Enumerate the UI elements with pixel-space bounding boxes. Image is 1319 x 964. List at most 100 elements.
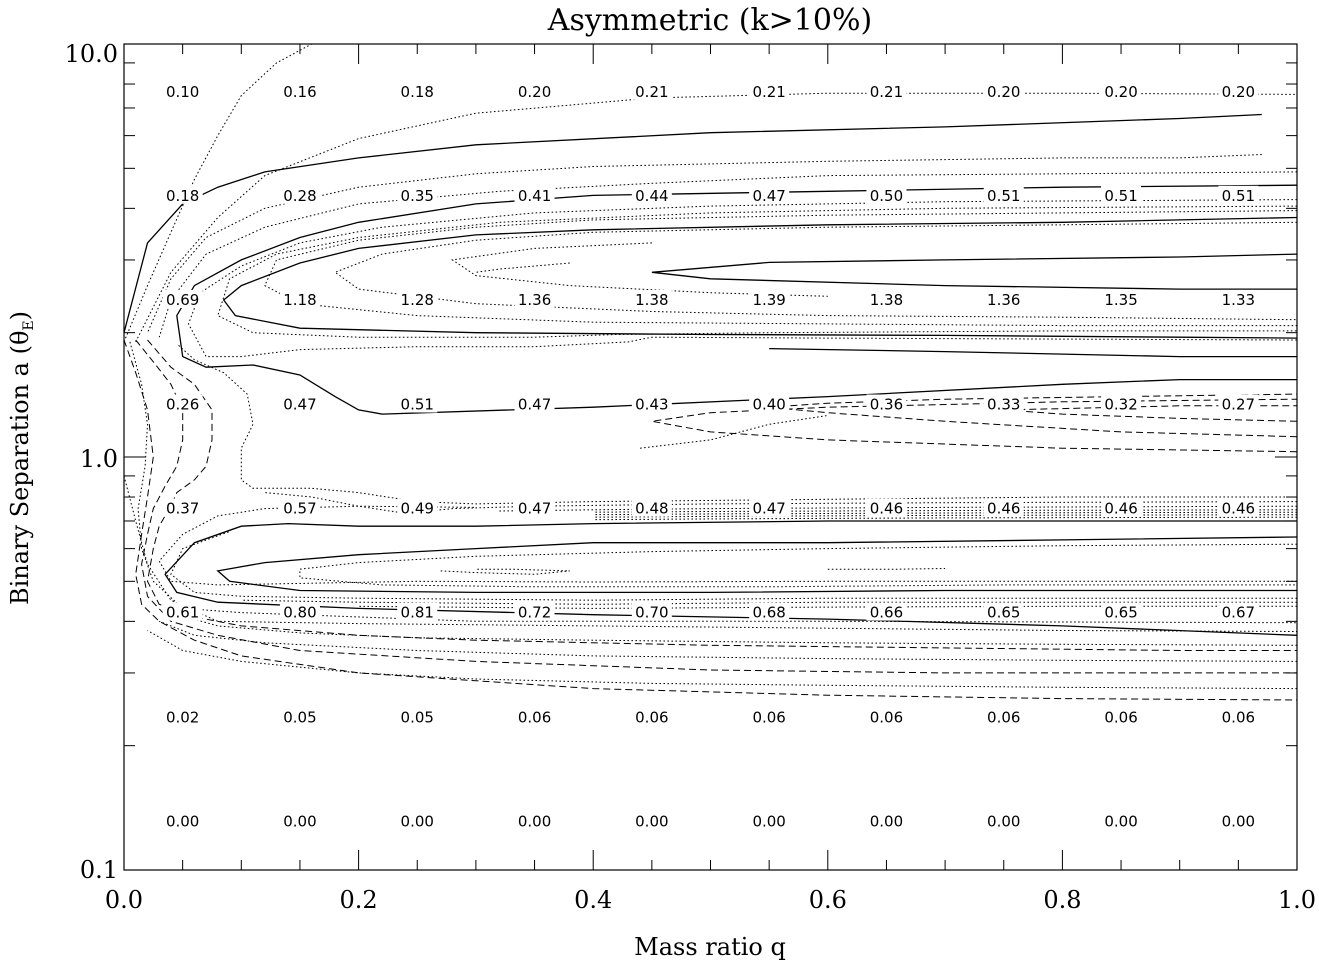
y-tick-label: 1.0 — [80, 445, 118, 473]
cell-label-bg — [1101, 811, 1142, 830]
cell-value-label: 0.00 — [283, 813, 316, 831]
contour-lines — [123, 43, 1298, 701]
contour-dotted-28 — [827, 568, 946, 570]
contour-dotted-29 — [640, 415, 828, 449]
cell-label-bg — [866, 811, 907, 830]
cell-value-label: 0.51 — [401, 396, 434, 414]
cell-label-bg — [983, 707, 1024, 726]
contour-dotted-21 — [358, 605, 1297, 609]
cell-value-label: 1.36 — [987, 291, 1020, 309]
cell-value-label: 0.21 — [752, 83, 785, 101]
cell-label-bg — [1101, 81, 1142, 100]
cell-value-label: 0.00 — [1222, 813, 1255, 831]
contour-dashed-2 — [123, 339, 1298, 701]
contour-dashed-0 — [146, 339, 1297, 651]
cell-label-bg — [866, 498, 907, 517]
cell-label-bg — [1101, 289, 1142, 308]
cell-label-bg — [514, 602, 555, 621]
cell-value-label: 0.47 — [752, 500, 785, 518]
cell-label-bg — [631, 602, 672, 621]
cell-label-bg — [514, 811, 555, 830]
contour-dotted-10 — [176, 343, 1297, 505]
cell-label-bg — [279, 707, 320, 726]
cell-value-label: 1.28 — [401, 291, 434, 309]
cell-label-bg — [631, 498, 672, 517]
cell-label-bg — [631, 81, 672, 100]
cell-value-label: 0.50 — [870, 187, 903, 205]
cell-label-bg — [397, 707, 438, 726]
cell-value-label: 1.38 — [870, 291, 903, 309]
contour-dotted-8 — [451, 242, 828, 297]
x-tick-label: 0.6 — [809, 886, 847, 914]
cell-value-label: 0.05 — [401, 709, 434, 727]
cell-value-label: 0.06 — [518, 709, 551, 727]
cell-label-bg — [279, 602, 320, 621]
cell-label-bg — [1101, 707, 1142, 726]
chart-title: Asymmetric (k>10%) — [547, 3, 872, 38]
cell-value-label: 0.06 — [987, 709, 1020, 727]
cell-value-label: 0.46 — [870, 500, 903, 518]
cell-label-bg — [749, 81, 790, 100]
cell-value-label: 0.18 — [401, 83, 434, 101]
cell-label-bg — [1101, 394, 1142, 413]
cell-value-label: 0.81 — [401, 604, 434, 622]
cell-label-bg — [631, 289, 672, 308]
cell-label-bg — [983, 81, 1024, 100]
cell-label-bg — [631, 394, 672, 413]
cell-label-bg — [749, 185, 790, 204]
cell-label-bg — [1101, 602, 1142, 621]
cell-label-bg — [1218, 707, 1259, 726]
cell-value-label: 0.32 — [1104, 396, 1137, 414]
contour-dotted-14 — [593, 511, 1298, 516]
cell-label-bg — [866, 602, 907, 621]
cell-label-bg — [1218, 498, 1259, 517]
cell-label-bg — [397, 81, 438, 100]
cell-value-label: 0.20 — [1222, 83, 1255, 101]
cell-label-bg — [1218, 185, 1259, 204]
cell-value-label: 1.36 — [518, 291, 551, 309]
cell-label-bg — [514, 498, 555, 517]
contour-dotted-4 — [187, 199, 1298, 358]
cell-value-label: 0.10 — [166, 83, 199, 101]
cell-value-label: 0.05 — [283, 709, 316, 727]
x-tick-label: 0.0 — [105, 886, 143, 914]
cell-value-label: 0.70 — [635, 604, 668, 622]
cell-label-bg — [279, 394, 320, 413]
cell-value-label: 0.28 — [283, 187, 316, 205]
cell-value-label: 0.40 — [752, 396, 785, 414]
cell-value-label: 0.20 — [518, 83, 551, 101]
cell-value-labels: 0.10 0.16 0.18 0.20 0.21 0.21 0.21 0.20 0.20 0.20… — [162, 81, 1259, 831]
cell-value-label: 0.44 — [635, 187, 668, 205]
cell-value-label: 0.33 — [987, 396, 1020, 414]
contour-dotted-26 — [147, 630, 1298, 690]
cell-label-bg — [162, 498, 203, 517]
cell-label-bg — [983, 602, 1024, 621]
cell-label-bg — [397, 289, 438, 308]
cell-value-label: 0.41 — [518, 187, 551, 205]
cell-label-bg — [631, 185, 672, 204]
cell-label-bg — [279, 185, 320, 204]
cell-value-label: 0.06 — [635, 709, 668, 727]
cell-label-bg — [749, 289, 790, 308]
cell-value-label: 0.72 — [518, 604, 551, 622]
contour-dotted-16 — [593, 516, 1298, 521]
cell-value-label: 0.00 — [1104, 813, 1137, 831]
cell-value-label: 0.00 — [870, 813, 903, 831]
axis-ticks: 0.0 0.2 0.4 0.6 0.8 1.0 10.0 1.0 0.1 — [65, 40, 1317, 914]
cell-value-label: 0.18 — [166, 187, 199, 205]
cell-label-bg — [1218, 289, 1259, 308]
cell-value-label: 0.16 — [283, 83, 316, 101]
cell-label-bg — [397, 185, 438, 204]
cell-value-label: 0.57 — [283, 500, 316, 518]
contour-dotted-15 — [593, 514, 1298, 518]
contour-dashed-5 — [651, 398, 1298, 453]
cell-label-bg — [514, 185, 555, 204]
cell-value-label: 0.00 — [752, 813, 785, 831]
cell-label-bg — [749, 811, 790, 830]
contour-solid-0 — [123, 113, 1262, 333]
cell-label-bg — [514, 394, 555, 413]
cell-value-label: 1.33 — [1222, 291, 1255, 309]
cell-label-bg — [279, 811, 320, 830]
cell-label-bg — [983, 185, 1024, 204]
contour-dotted-5 — [217, 205, 1298, 338]
